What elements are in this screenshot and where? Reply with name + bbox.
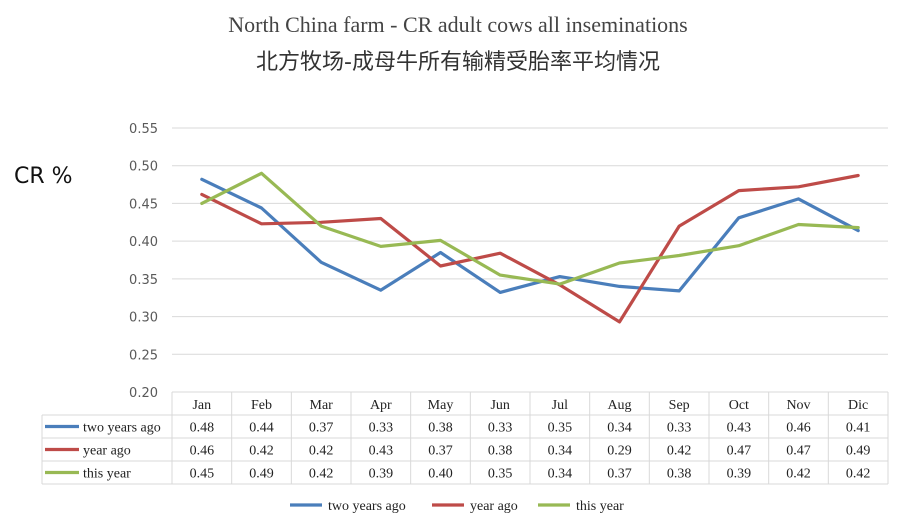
x-tick-label: Jan — [192, 398, 211, 413]
x-tick-label: Mar — [310, 398, 334, 413]
legend-label: two years ago — [328, 499, 406, 514]
y-tick-label: 0.30 — [129, 311, 158, 326]
table-row-label: two years ago — [83, 421, 161, 436]
table-cell: 0.41 — [846, 421, 871, 436]
table-cell: 0.49 — [846, 444, 871, 459]
table-cell: 0.37 — [309, 421, 334, 436]
series-lines — [200, 171, 860, 324]
table-cell: 0.34 — [548, 444, 573, 459]
table-cell: 0.34 — [548, 467, 573, 482]
table-cell: 0.38 — [428, 421, 453, 436]
gridlines — [172, 127, 888, 355]
x-tick-label: Dic — [848, 398, 868, 413]
series-line-this-year — [200, 171, 860, 286]
table-cell: 0.33 — [667, 421, 692, 436]
table-cell: 0.42 — [846, 467, 871, 482]
legend: two years ago year ago this year — [290, 499, 624, 514]
x-tick-label: Jun — [490, 398, 509, 413]
table-cell: 0.38 — [488, 444, 513, 459]
x-tick-label: Aug — [607, 398, 631, 413]
table-cell: 0.47 — [727, 444, 752, 459]
table-cell: 0.33 — [488, 421, 513, 436]
table-cell: 0.40 — [428, 467, 453, 482]
table-cell: 0.42 — [249, 444, 274, 459]
y-tick-label: 0.40 — [129, 235, 158, 250]
y-tick-label: 0.35 — [129, 273, 158, 288]
chart-subtitle: 北方牧场-成母牛所有输精受胎率平均情况 — [256, 50, 660, 75]
chart-title: North China farm - CR adult cows all ins… — [228, 12, 688, 37]
x-tick-label: Sep — [669, 398, 690, 413]
table-row-label: year ago — [83, 444, 131, 459]
table-cell: 0.37 — [607, 467, 632, 482]
table-cell: 0.42 — [786, 467, 811, 482]
series-line-two-years-ago — [200, 177, 860, 294]
table-cell: 0.39 — [369, 467, 394, 482]
table-cell: 0.39 — [727, 467, 752, 482]
y-tick-label: 0.20 — [129, 386, 158, 401]
table-cell: 0.43 — [369, 444, 394, 459]
y-tick-label: 0.55 — [129, 122, 158, 137]
table-cell: 0.46 — [190, 444, 215, 459]
x-tick-label: May — [428, 398, 454, 413]
x-tick-label: Jul — [552, 398, 568, 413]
table-cell: 0.35 — [548, 421, 573, 436]
y-tick-label: 0.50 — [129, 160, 158, 175]
table-cell: 0.46 — [786, 421, 811, 436]
table-cell: 0.37 — [428, 444, 453, 459]
x-tick-label: Nov — [786, 398, 810, 413]
table-cell: 0.33 — [369, 421, 394, 436]
table-cell: 0.49 — [249, 467, 274, 482]
table-cell: 0.45 — [190, 467, 215, 482]
table-cell: 0.29 — [607, 444, 632, 459]
table-cell: 0.34 — [607, 421, 632, 436]
legend-label: this year — [576, 499, 624, 514]
table-cell: 0.42 — [309, 444, 334, 459]
table-cell: 0.42 — [667, 444, 692, 459]
legend-label: year ago — [470, 499, 518, 514]
data-table: Jan Feb Mar Apr May Jun Jul Aug Sep Oct Nov Dic two … — [41, 391, 889, 485]
table-cell: 0.43 — [727, 421, 752, 436]
table-cell: 0.48 — [190, 421, 215, 436]
table-row-label: this year — [83, 467, 131, 482]
series-line-year-ago — [200, 173, 860, 324]
x-tick-label: Apr — [370, 398, 392, 413]
y-axis-ticks: 0.55 0.50 0.45 0.40 0.35 0.30 0.25 0.20 — [129, 122, 158, 401]
table-cell: 0.35 — [488, 467, 513, 482]
table-cell: 0.38 — [667, 467, 692, 482]
x-tick-label: Oct — [729, 398, 749, 413]
y-axis-label: CR % — [14, 164, 73, 189]
x-tick-label: Feb — [251, 398, 272, 413]
table-cell: 0.42 — [309, 467, 334, 482]
table-cell: 0.44 — [249, 421, 274, 436]
table-cell: 0.47 — [786, 444, 811, 459]
y-tick-label: 0.25 — [129, 348, 158, 363]
y-tick-label: 0.45 — [129, 197, 158, 212]
